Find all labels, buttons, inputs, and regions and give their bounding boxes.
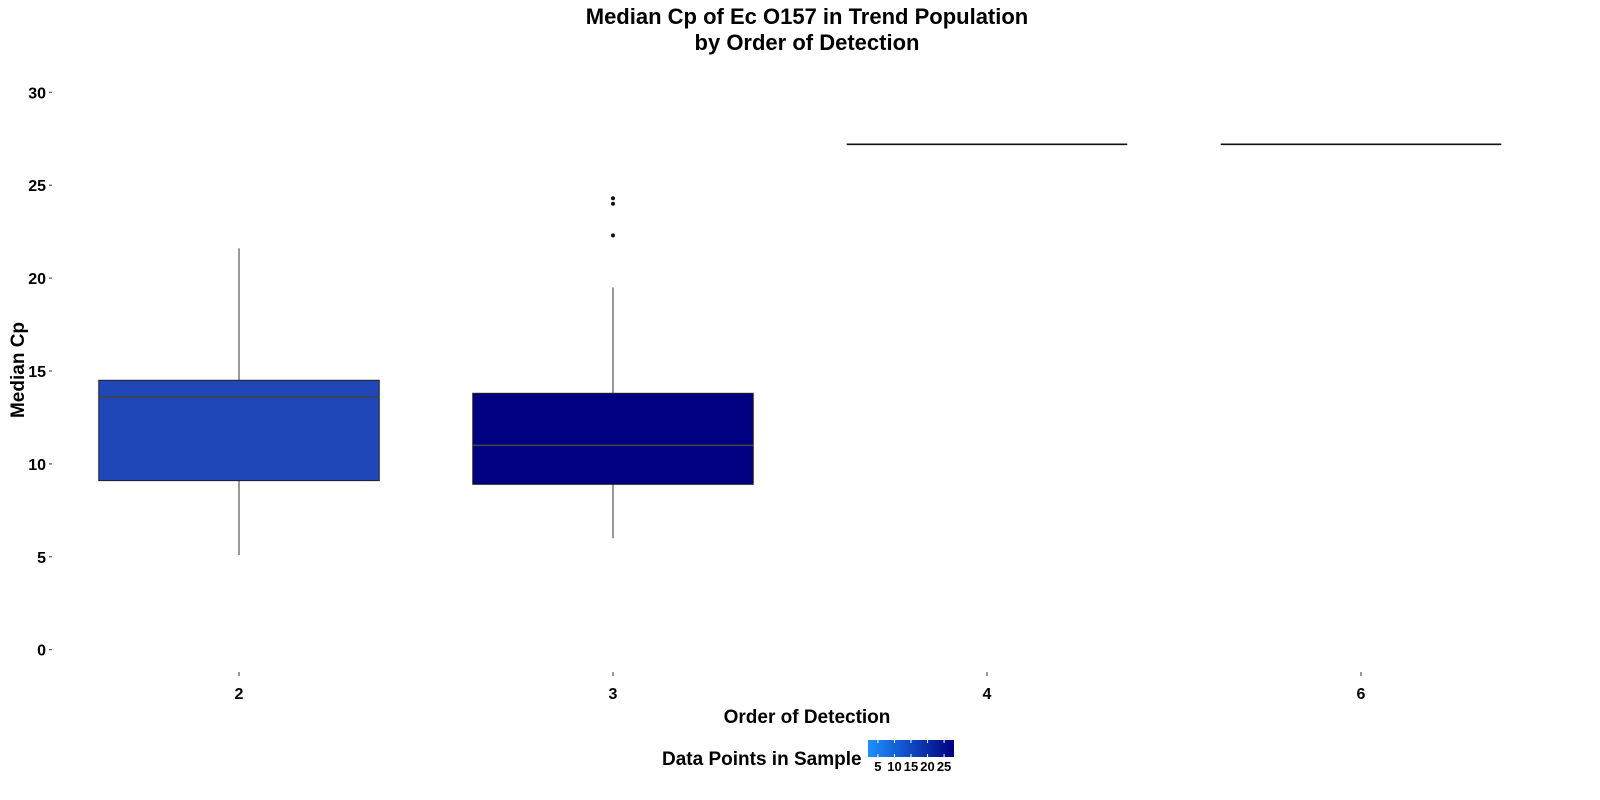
box-3 (472, 392, 754, 485)
y-tick-label-2: 10 (28, 457, 46, 474)
legend-title: Data Points in Sample (662, 749, 862, 770)
x-tick-label-0: 2 (235, 686, 244, 703)
y-tick-label-1: 5 (37, 550, 46, 567)
y-tick-label-3: 15 (28, 364, 46, 381)
y-axis: 0 5 10 15 20 25 30 (28, 85, 52, 660)
y-tick-label-5: 25 (28, 178, 46, 195)
box-2 (98, 379, 380, 482)
legend-tick-label-2: 15 (904, 759, 918, 774)
x-tick-label-1: 3 (609, 686, 618, 703)
x-axis: 2 3 4 6 (235, 672, 1366, 703)
y-tick-label-4: 20 (28, 271, 46, 288)
box-group-3 (472, 196, 754, 539)
outlier-3-0 (611, 233, 615, 238)
boxplot-series (98, 143, 1502, 555)
legend-tick-label-0: 5 (874, 759, 881, 774)
legend-tick-label-3: 20 (920, 759, 934, 774)
legend-colorbar (868, 740, 954, 757)
chart-title-line-1: Median Cp of Ec O157 in Trend Population (586, 4, 1029, 29)
legend-tick-label-1: 10 (887, 759, 901, 774)
legend-tick-label-4: 25 (937, 759, 951, 774)
chart-title-line-2: by Order of Detection (695, 30, 920, 55)
x-tick-label-2: 4 (983, 686, 992, 703)
y-tick-label-0: 0 (37, 643, 46, 660)
outlier-3-1 (611, 201, 615, 206)
x-axis-title: Order of Detection (724, 707, 891, 728)
legend: Data Points in Sample 5 10 15 20 25 (662, 740, 954, 774)
y-tick-label-6: 30 (28, 85, 46, 102)
y-axis-title: Median Cp (8, 322, 29, 418)
outlier-3-2 (611, 196, 615, 201)
x-tick-label-3: 6 (1357, 686, 1366, 703)
legend-ticks: 5 10 15 20 25 (874, 740, 951, 774)
box-group-2 (98, 248, 380, 555)
